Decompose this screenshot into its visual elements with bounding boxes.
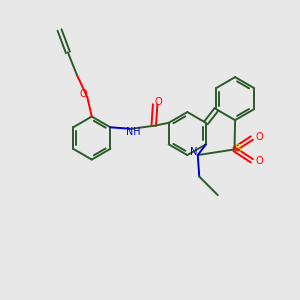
Text: O: O [80, 89, 88, 99]
Text: O: O [255, 133, 263, 142]
Text: O: O [255, 156, 263, 166]
Text: NH: NH [125, 128, 140, 137]
Text: O: O [155, 97, 163, 107]
Text: N: N [190, 147, 198, 157]
Text: S: S [235, 144, 242, 154]
